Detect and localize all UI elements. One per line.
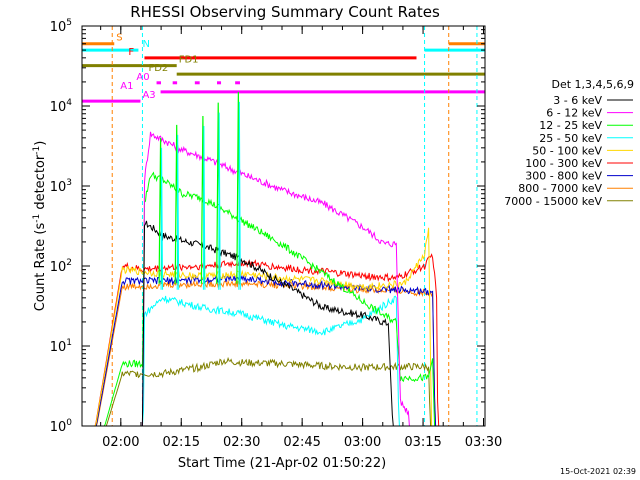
spike-cyan-3 xyxy=(218,112,221,290)
legend-title: Det 1,3,4,5,6,9 xyxy=(551,78,634,91)
y-tick-label-1: 101 xyxy=(50,338,72,355)
x-axis-label: Start Time (21-Apr-02 01:50:22) xyxy=(178,456,386,471)
y-tick-label-2: 102 xyxy=(50,258,72,275)
flag-label-a0: A0 xyxy=(136,72,149,83)
legend-label-6: 300 - 800 keV xyxy=(525,170,602,183)
flag-label-f: F xyxy=(128,47,134,58)
x-tick-label-3: 02:45 xyxy=(283,435,320,450)
series-line-8 xyxy=(82,356,433,427)
vline-layer xyxy=(111,26,478,426)
flag-label-a1: A1 xyxy=(120,81,133,92)
x-tick-label-0: 02:00 xyxy=(102,435,139,450)
legend-label-8: 7000 - 15000 keV xyxy=(504,195,602,208)
spike-cyan-0 xyxy=(160,147,164,290)
legend-label-3: 25 - 50 keV xyxy=(539,132,602,145)
legend-label-5: 100 - 300 keV xyxy=(525,157,602,170)
x-tick-label-2: 02:30 xyxy=(223,435,260,450)
y-tick-label-0: 100 xyxy=(50,418,73,435)
spike-cyan-2 xyxy=(202,125,206,290)
series-line-6 xyxy=(82,274,437,427)
series-line-5 xyxy=(82,253,440,427)
flag-label-s: S xyxy=(116,33,122,44)
series-line-4 xyxy=(82,227,433,427)
series-line-2 xyxy=(82,171,437,427)
legend-label-1: 6 - 12 keV xyxy=(546,107,602,120)
spike-layer xyxy=(158,91,241,290)
legend-label-0: 3 - 6 keV xyxy=(553,94,602,107)
y-axis-label: Count Rate (s-1 detector-1) xyxy=(32,141,48,312)
plot-frame xyxy=(81,25,486,427)
flag-label-fd1: FD1 xyxy=(179,55,199,66)
x-tick-label-4: 03:00 xyxy=(344,435,381,450)
spike-cyan-4 xyxy=(238,101,241,290)
legend-label-4: 50 - 100 keV xyxy=(532,144,602,157)
y-tick-label-4: 104 xyxy=(50,98,73,115)
y-tick-label-5: 105 xyxy=(50,18,72,35)
timestamp: 15-Oct-2021 02:39 xyxy=(560,467,636,476)
y-axis-ticks: 100 101 102 103 104 105 xyxy=(50,18,485,435)
series-layer xyxy=(82,131,440,427)
x-tick-label-6: 03:30 xyxy=(465,435,502,450)
x-axis-ticks: 02:00 02:15 02:30 02:45 03:00 03:15 03:30 xyxy=(100,26,502,450)
y-tick-label-3: 103 xyxy=(50,178,72,195)
flag-label-a3: A3 xyxy=(142,90,155,101)
spike-cyan-1 xyxy=(176,134,180,290)
x-tick-label-1: 02:15 xyxy=(163,435,200,450)
flag-label-n: N xyxy=(142,39,149,50)
chart-title: RHESSI Observing Summary Count Rates xyxy=(130,3,440,21)
x-tick-label-5: 03:15 xyxy=(404,435,441,450)
flag-label-fd2: FD2 xyxy=(148,63,168,74)
series-line-7 xyxy=(82,279,437,427)
legend-label-2: 12 - 25 keV xyxy=(539,119,602,132)
legend-label-7: 800 - 7000 keV xyxy=(518,182,602,195)
